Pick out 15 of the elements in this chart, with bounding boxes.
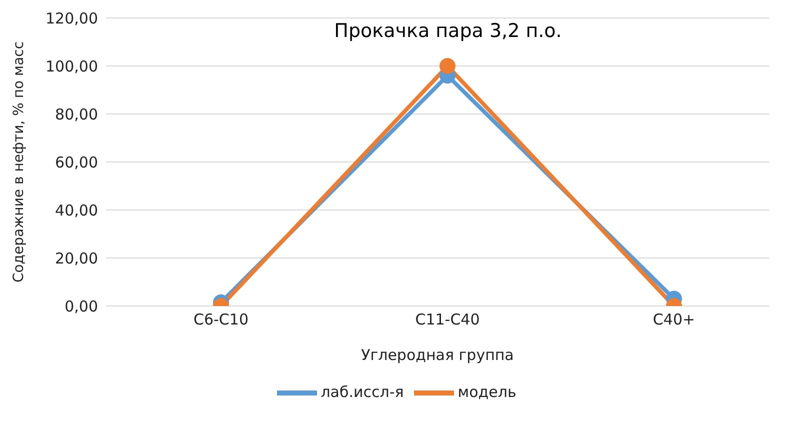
- y-tick-label: 80,00: [55, 105, 98, 124]
- y-tick-label: 0,00: [64, 297, 98, 316]
- y-tick-label: 100,00: [46, 57, 98, 76]
- y-tick-label: 60,00: [55, 153, 98, 172]
- y-tick-label: 120,00: [46, 9, 98, 28]
- x-axis-title: Углеродная группа: [361, 346, 514, 364]
- legend-label: лаб.иссл-я: [320, 383, 404, 402]
- y-tick-label: 40,00: [55, 201, 98, 220]
- y-axis-title: Содеражние в нефти, % по масс: [10, 41, 27, 283]
- x-tick-label: C40+: [652, 310, 696, 329]
- y-tick-label: 20,00: [55, 249, 98, 268]
- legend-label: модель: [458, 383, 516, 402]
- x-tick-label: C6-C10: [194, 310, 248, 329]
- x-tick-label: C11-C40: [415, 310, 480, 329]
- chart-title: Прокачка пара 3,2 п.о.: [333, 20, 563, 42]
